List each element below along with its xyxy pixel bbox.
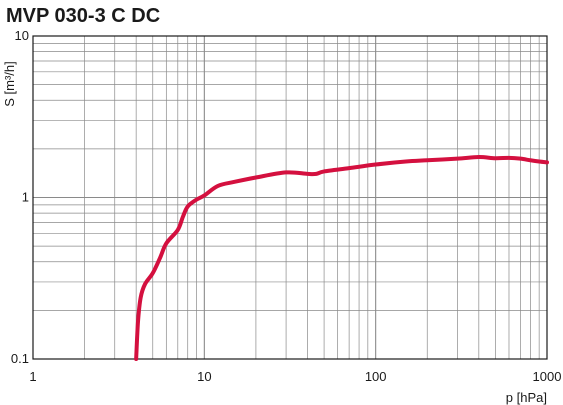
y-axis-label: S [m³/h] (2, 61, 17, 107)
grid-lines (33, 36, 547, 359)
y-tick-label: 0.1 (11, 351, 29, 366)
x-axis-label: p [hPa] (506, 390, 547, 405)
y-tick-label: 1 (22, 190, 29, 205)
x-tick-label: 100 (365, 369, 387, 384)
x-tick-label: 1 (29, 369, 36, 384)
x-tick-label: 10 (197, 369, 211, 384)
x-tick-labels: 1 10 100 1000 (29, 369, 561, 384)
x-tick-label: 1000 (533, 369, 562, 384)
y-tick-labels: 0.1 1 10 (11, 28, 29, 366)
plot-frame (32, 35, 548, 360)
pumping-speed-curve (134, 155, 549, 361)
chart-title: MVP 030-3 C DC (6, 5, 160, 27)
y-tick-label: 10 (15, 28, 29, 43)
